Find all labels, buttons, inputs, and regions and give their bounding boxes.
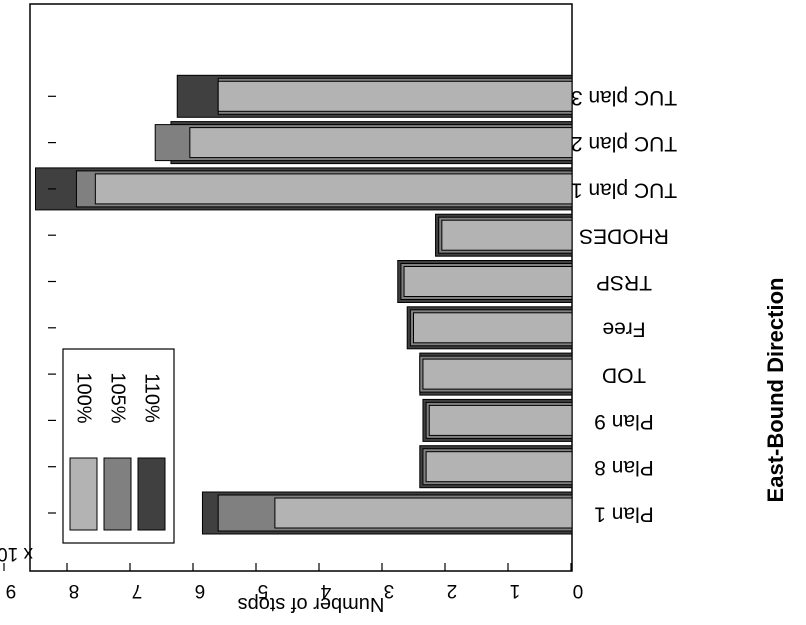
category-label: Plan 9 xyxy=(594,410,654,433)
value-tick-label: 6 xyxy=(195,580,206,601)
category-label: RHODES xyxy=(579,225,669,248)
category-label: Free xyxy=(602,317,645,340)
bar-100pct-7 xyxy=(94,173,573,205)
scale-note: x 10 4 xyxy=(0,543,33,564)
value-axis-label: Number of stops xyxy=(238,593,385,615)
scale-note-base: x 10 xyxy=(0,543,33,564)
value-axis: 0 1 2 3 4 5 6 7 8 9 xyxy=(3,563,584,601)
bar-100pct-1 xyxy=(425,451,573,483)
value-tick-label: 3 xyxy=(384,580,395,601)
category-axis: Plan 1 Plan 8 Plan 9 TOD Free TRSP RHODES TUC p… xyxy=(48,86,677,525)
value-tick-label: 1 xyxy=(510,580,521,601)
legend-swatch-100pct xyxy=(69,457,98,531)
value-tick-label: 2 xyxy=(447,580,458,601)
category-label: TUC plan 2 xyxy=(571,132,677,155)
legend-swatch-105pct xyxy=(103,457,132,531)
legend: 100% 105% 110% xyxy=(62,348,175,544)
legend-label: 100% xyxy=(73,372,95,423)
bar-100pct-6 xyxy=(441,219,573,251)
direction-label: East-Bound Direction xyxy=(763,278,788,503)
bar-100pct-9 xyxy=(217,80,573,112)
bar-100pct-2 xyxy=(428,404,573,436)
category-label: Plan 8 xyxy=(594,456,654,479)
bar-100pct-4 xyxy=(413,312,573,344)
bar-100pct-0 xyxy=(274,497,573,529)
category-label: TOD xyxy=(602,364,646,387)
value-tick-label: 9 xyxy=(6,580,17,601)
value-tick-label: 4 xyxy=(320,580,331,601)
category-label: TUC plan 3 xyxy=(571,86,677,109)
value-tick-label: 8 xyxy=(69,580,80,601)
legend-swatch-110pct xyxy=(137,457,166,531)
legend-label: 110% xyxy=(141,373,163,423)
bars xyxy=(35,74,573,535)
bar-100pct-5 xyxy=(403,266,573,297)
value-tick-label: 0 xyxy=(573,580,584,601)
value-tick-label: 7 xyxy=(132,580,143,601)
bar-100pct-3 xyxy=(422,358,573,390)
category-label: Plan 1 xyxy=(594,502,654,525)
category-label: TUC plan 1 xyxy=(571,178,677,201)
legend-label: 105% xyxy=(107,372,129,423)
category-label: TRSP xyxy=(596,271,652,294)
bar-100pct-8 xyxy=(189,127,573,159)
value-tick-label: 5 xyxy=(258,580,269,601)
